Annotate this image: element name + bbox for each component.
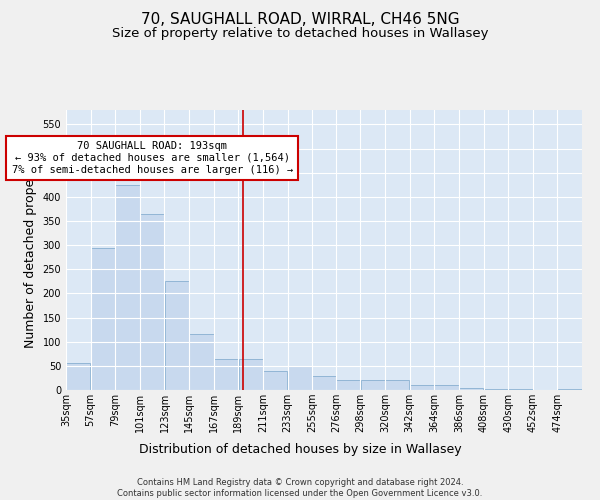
- Bar: [434, 385, 458, 390]
- Bar: [288, 366, 312, 390]
- Text: 70, SAUGHALL ROAD, WIRRAL, CH46 5NG: 70, SAUGHALL ROAD, WIRRAL, CH46 5NG: [140, 12, 460, 28]
- Text: Distribution of detached houses by size in Wallasey: Distribution of detached houses by size …: [139, 442, 461, 456]
- Bar: [115, 185, 140, 390]
- Bar: [263, 370, 287, 390]
- Text: Size of property relative to detached houses in Wallasey: Size of property relative to detached ho…: [112, 28, 488, 40]
- Bar: [313, 376, 335, 390]
- Bar: [91, 248, 115, 390]
- Y-axis label: Number of detached properties: Number of detached properties: [24, 152, 37, 348]
- Bar: [336, 380, 360, 390]
- Bar: [410, 385, 434, 390]
- Bar: [557, 389, 582, 390]
- Bar: [459, 388, 483, 390]
- Bar: [66, 364, 91, 390]
- Bar: [140, 214, 164, 390]
- Bar: [508, 389, 533, 390]
- Bar: [190, 334, 214, 390]
- Bar: [239, 358, 263, 390]
- Bar: [385, 380, 409, 390]
- Bar: [361, 380, 385, 390]
- Text: Contains HM Land Registry data © Crown copyright and database right 2024.
Contai: Contains HM Land Registry data © Crown c…: [118, 478, 482, 498]
- Bar: [484, 389, 508, 390]
- Bar: [165, 282, 189, 390]
- Text: 70 SAUGHALL ROAD: 193sqm
← 93% of detached houses are smaller (1,564)
7% of semi: 70 SAUGHALL ROAD: 193sqm ← 93% of detach…: [11, 142, 293, 174]
- Bar: [214, 358, 238, 390]
